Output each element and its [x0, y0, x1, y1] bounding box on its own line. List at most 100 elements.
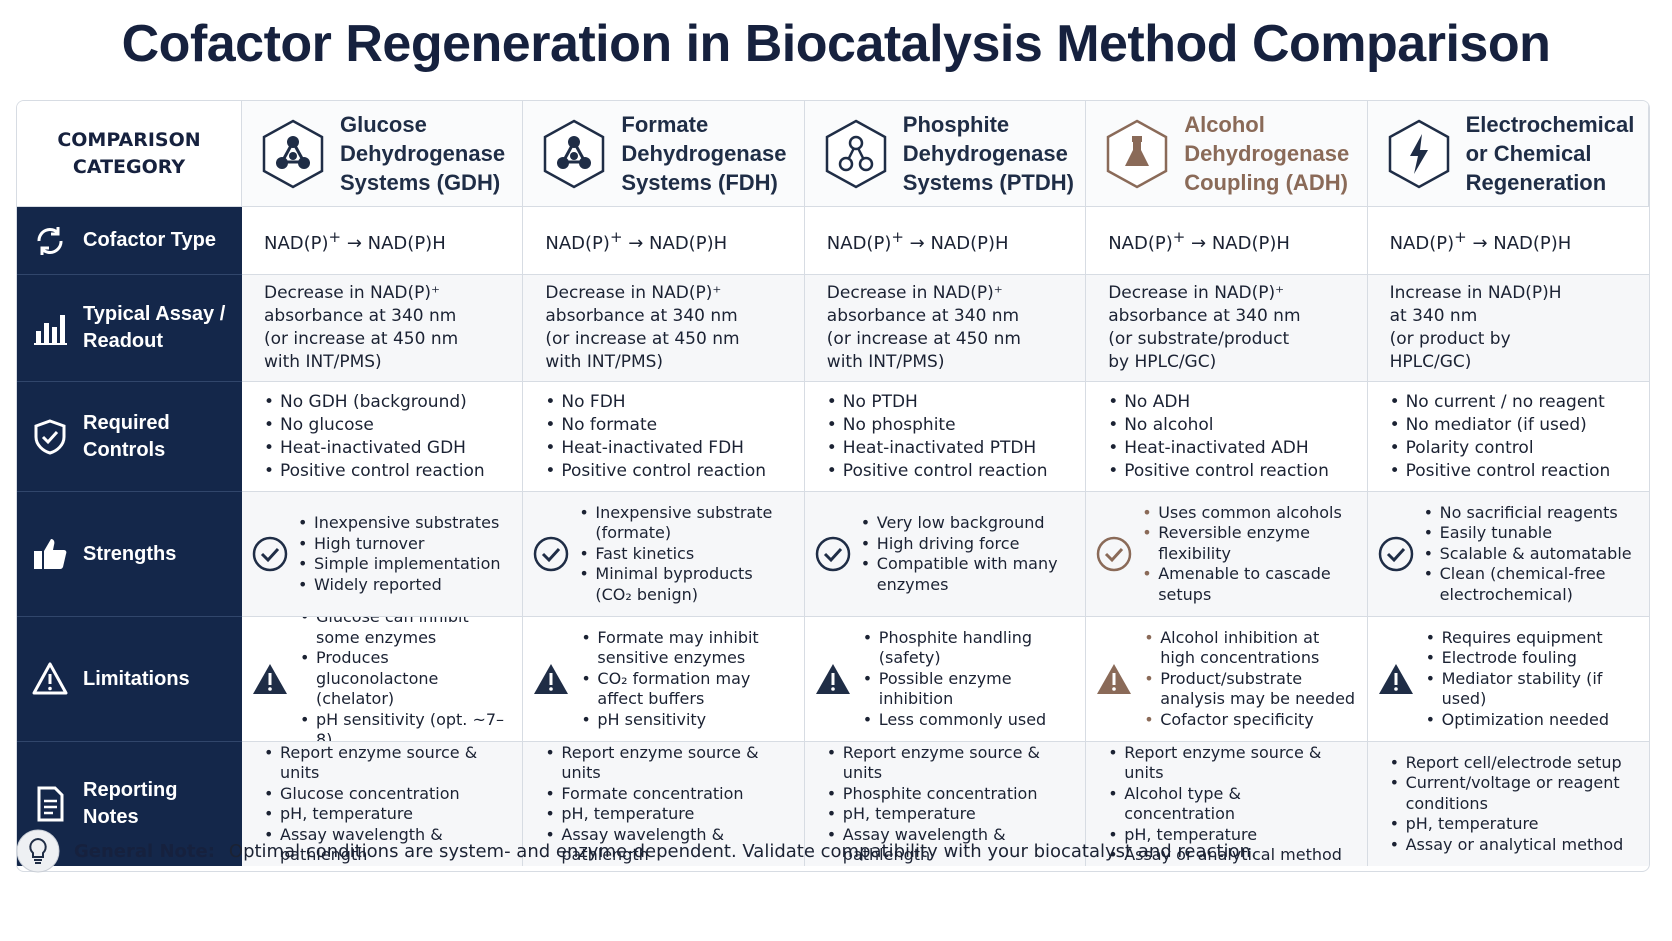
cofactor-type-text: NAD(P)+ → NAD(P)H	[1390, 226, 1572, 255]
cofactor-arrow: →	[341, 233, 368, 254]
flask-icon	[1106, 119, 1168, 188]
molecule-outline-icon	[825, 119, 887, 188]
list-item: pH sensitivity (opt. ~7–8)	[300, 710, 512, 741]
cofactor-prefix: NAD(P)	[826, 233, 892, 254]
list-item: No PTDH	[827, 391, 1048, 414]
check-circle-icon	[1096, 536, 1132, 572]
assay-readout-text: Decrease in NAD(P)⁺ absorbance at 340 nm (…	[545, 282, 739, 374]
limitations-list: Glucose can inhibit some enzymesProduces…	[300, 617, 512, 741]
controls-list: No current / no reagentNo mediator (if u…	[1390, 391, 1611, 483]
cofactor-arrow: →	[903, 233, 931, 254]
cofactor-suffix: NAD(P)H	[367, 233, 446, 254]
thumbs-up-icon	[34, 539, 67, 569]
list-item: Positive control reaction	[264, 460, 485, 483]
list-item: Fast kinetics	[579, 544, 793, 565]
list-item: Heat-inactivated PTDH	[827, 437, 1048, 460]
list-item: Assay wavelength & pathlength	[264, 825, 512, 866]
assay-line: (or increase at 450 nm	[545, 329, 740, 349]
row-header-3: Required Controls	[17, 382, 242, 492]
cell-limitations-1: Glucose can inhibit some enzymesProduces…	[242, 617, 524, 742]
comparison-table: COMPARISON CATEGORY Glucose Dehydrogenase…	[16, 100, 1650, 872]
limitations-list: Formate may inhibit sensitive enzymesCO₂…	[581, 628, 793, 731]
cell-controls-3: No PTDHNo phosphiteHeat-inactivated PTDH…	[804, 382, 1087, 492]
list-item: Possible enzyme inhibition	[863, 669, 1075, 710]
warning-triangle-icon	[534, 664, 569, 694]
column-header-label: Glucose Dehydrogenase Systems (GDH)	[340, 112, 506, 195]
warning-triangle-icon	[1097, 664, 1132, 694]
list-item: Glucose concentration	[264, 784, 512, 805]
column-header-4: Alcohol Dehydrogenase Coupling (ADH)	[1086, 101, 1368, 207]
assay-readout-text: Decrease in NAD(P)⁺ absorbance at 340 nm (…	[827, 282, 1021, 374]
list-item: Assay or analytical method	[1390, 835, 1639, 856]
cell-limitations-3: Phosphite handling (safety)Possible enzy…	[804, 617, 1087, 742]
list-item: Heat-inactivated GDH	[264, 437, 485, 460]
row-header-label: Required Controls	[83, 411, 170, 461]
row-header-2: Typical Assay / Readout	[17, 275, 242, 382]
cell-limitations-5: Requires equipmentElectrode foulingMedia…	[1367, 617, 1649, 742]
assay-line: absorbance at 340 nm	[826, 306, 1020, 326]
cell-strengths-1: Inexpensive substratesHigh turnoverSimpl…	[242, 492, 524, 617]
list-item: Heat-inactivated FDH	[545, 437, 766, 460]
list-item: Report enzyme source & units	[264, 743, 512, 784]
list-item: Amenable to cascade setups	[1142, 564, 1356, 605]
assay-line: absorbance at 340 nm	[264, 306, 457, 326]
cell-cofactor-2: NAD(P)+ → NAD(P)H	[523, 207, 805, 275]
row-header-label: Limitations	[83, 667, 190, 690]
reporting-list: Report enzyme source & unitsAlcohol type…	[1108, 743, 1356, 866]
bar-chart-icon	[34, 315, 67, 345]
list-item: No ADH	[1108, 391, 1329, 414]
cell-strengths-5: No sacrificial reagentsEasily tunableSca…	[1367, 492, 1649, 617]
list-item: Widely reported	[298, 575, 501, 596]
list-item: High turnover	[298, 534, 501, 555]
list-item: Mediator stability (if used)	[1426, 669, 1639, 710]
list-item: Formate concentration	[545, 784, 793, 805]
list-item: High driving force	[861, 534, 1075, 555]
cofactor-prefix: NAD(P)	[1108, 233, 1173, 254]
cell-reporting-4: Report enzyme source & unitsAlcohol type…	[1086, 742, 1368, 866]
check-circle-icon	[252, 536, 288, 572]
assay-line: with INT/PMS)	[545, 352, 664, 372]
list-item: No FDH	[545, 391, 766, 414]
list-item: Heat-inactivated ADH	[1108, 437, 1329, 460]
molecule-icon	[262, 119, 324, 188]
cell-assay-2: Decrease in NAD(P)⁺ absorbance at 340 nm (…	[523, 275, 805, 382]
assay-line: (or increase at 450 nm	[826, 329, 1021, 349]
controls-list: No PTDHNo phosphiteHeat-inactivated PTDH…	[827, 391, 1048, 483]
column-header-label: Alcohol Dehydrogenase Coupling (ADH)	[1184, 112, 1350, 195]
list-item: Scalable & automatable	[1424, 544, 1639, 565]
cell-assay-5: Increase in NAD(P)H at 340 nm (or product …	[1367, 275, 1649, 382]
assay-readout-text: Decrease in NAD(P)⁺ absorbance at 340 nm (…	[1108, 282, 1300, 374]
list-item: Requires equipment	[1426, 628, 1639, 649]
reporting-list: Report enzyme source & unitsPhosphite co…	[827, 743, 1075, 866]
cofactor-arrow: →	[1185, 233, 1212, 254]
assay-line: HPLC/GC)	[1389, 352, 1472, 372]
row-header-4: Strengths	[17, 492, 242, 617]
page-title: Cofactor Regeneration in Biocatalysis Me…	[121, 15, 1551, 73]
check-circle-icon	[1378, 536, 1413, 572]
list-item: Inexpensive substrate (formate)	[579, 503, 793, 544]
list-item: CO₂ formation may affect buffers	[581, 669, 793, 710]
list-item: pH, temperature	[264, 804, 512, 825]
controls-list: No ADHNo alcoholHeat-inactivated ADHPosi…	[1108, 391, 1329, 483]
column-header-label: Electrochemical or Chemical Regeneration	[1465, 112, 1635, 195]
list-item: Assay or analytical method	[1108, 845, 1356, 866]
cofactor-type-text: NAD(P)+ → NAD(P)H	[1108, 226, 1290, 255]
cell-strengths-2: Inexpensive substrate (formate)Fast kine…	[523, 492, 805, 617]
list-item: No formate	[545, 414, 766, 437]
assay-line: Decrease in NAD(P)⁺	[1108, 283, 1285, 303]
cofactor-superscript: +	[1454, 228, 1467, 246]
cofactor-suffix: NAD(P)H	[930, 233, 1009, 254]
cycle-icon	[37, 226, 63, 255]
list-item: Clean (chemical-free electrochemical)	[1424, 564, 1639, 605]
list-item: Product/substrate analysis may be needed	[1144, 669, 1356, 710]
row-header-1: Cofactor Type	[17, 207, 242, 275]
cofactor-superscript: +	[328, 228, 342, 246]
list-item: pH, temperature	[827, 804, 1075, 825]
limitations-list: Requires equipmentElectrode foulingMedia…	[1426, 628, 1639, 731]
row-header-label: Reporting Notes	[83, 779, 178, 828]
list-item: Cofactor specificity	[1144, 710, 1356, 731]
list-item: Current/voltage or reagent conditions	[1390, 773, 1639, 814]
cell-reporting-1: Report enzyme source & unitsGlucose conc…	[242, 742, 524, 866]
list-item: Minimal byproducts (CO₂ benign)	[579, 564, 793, 605]
document-icon	[37, 786, 64, 822]
